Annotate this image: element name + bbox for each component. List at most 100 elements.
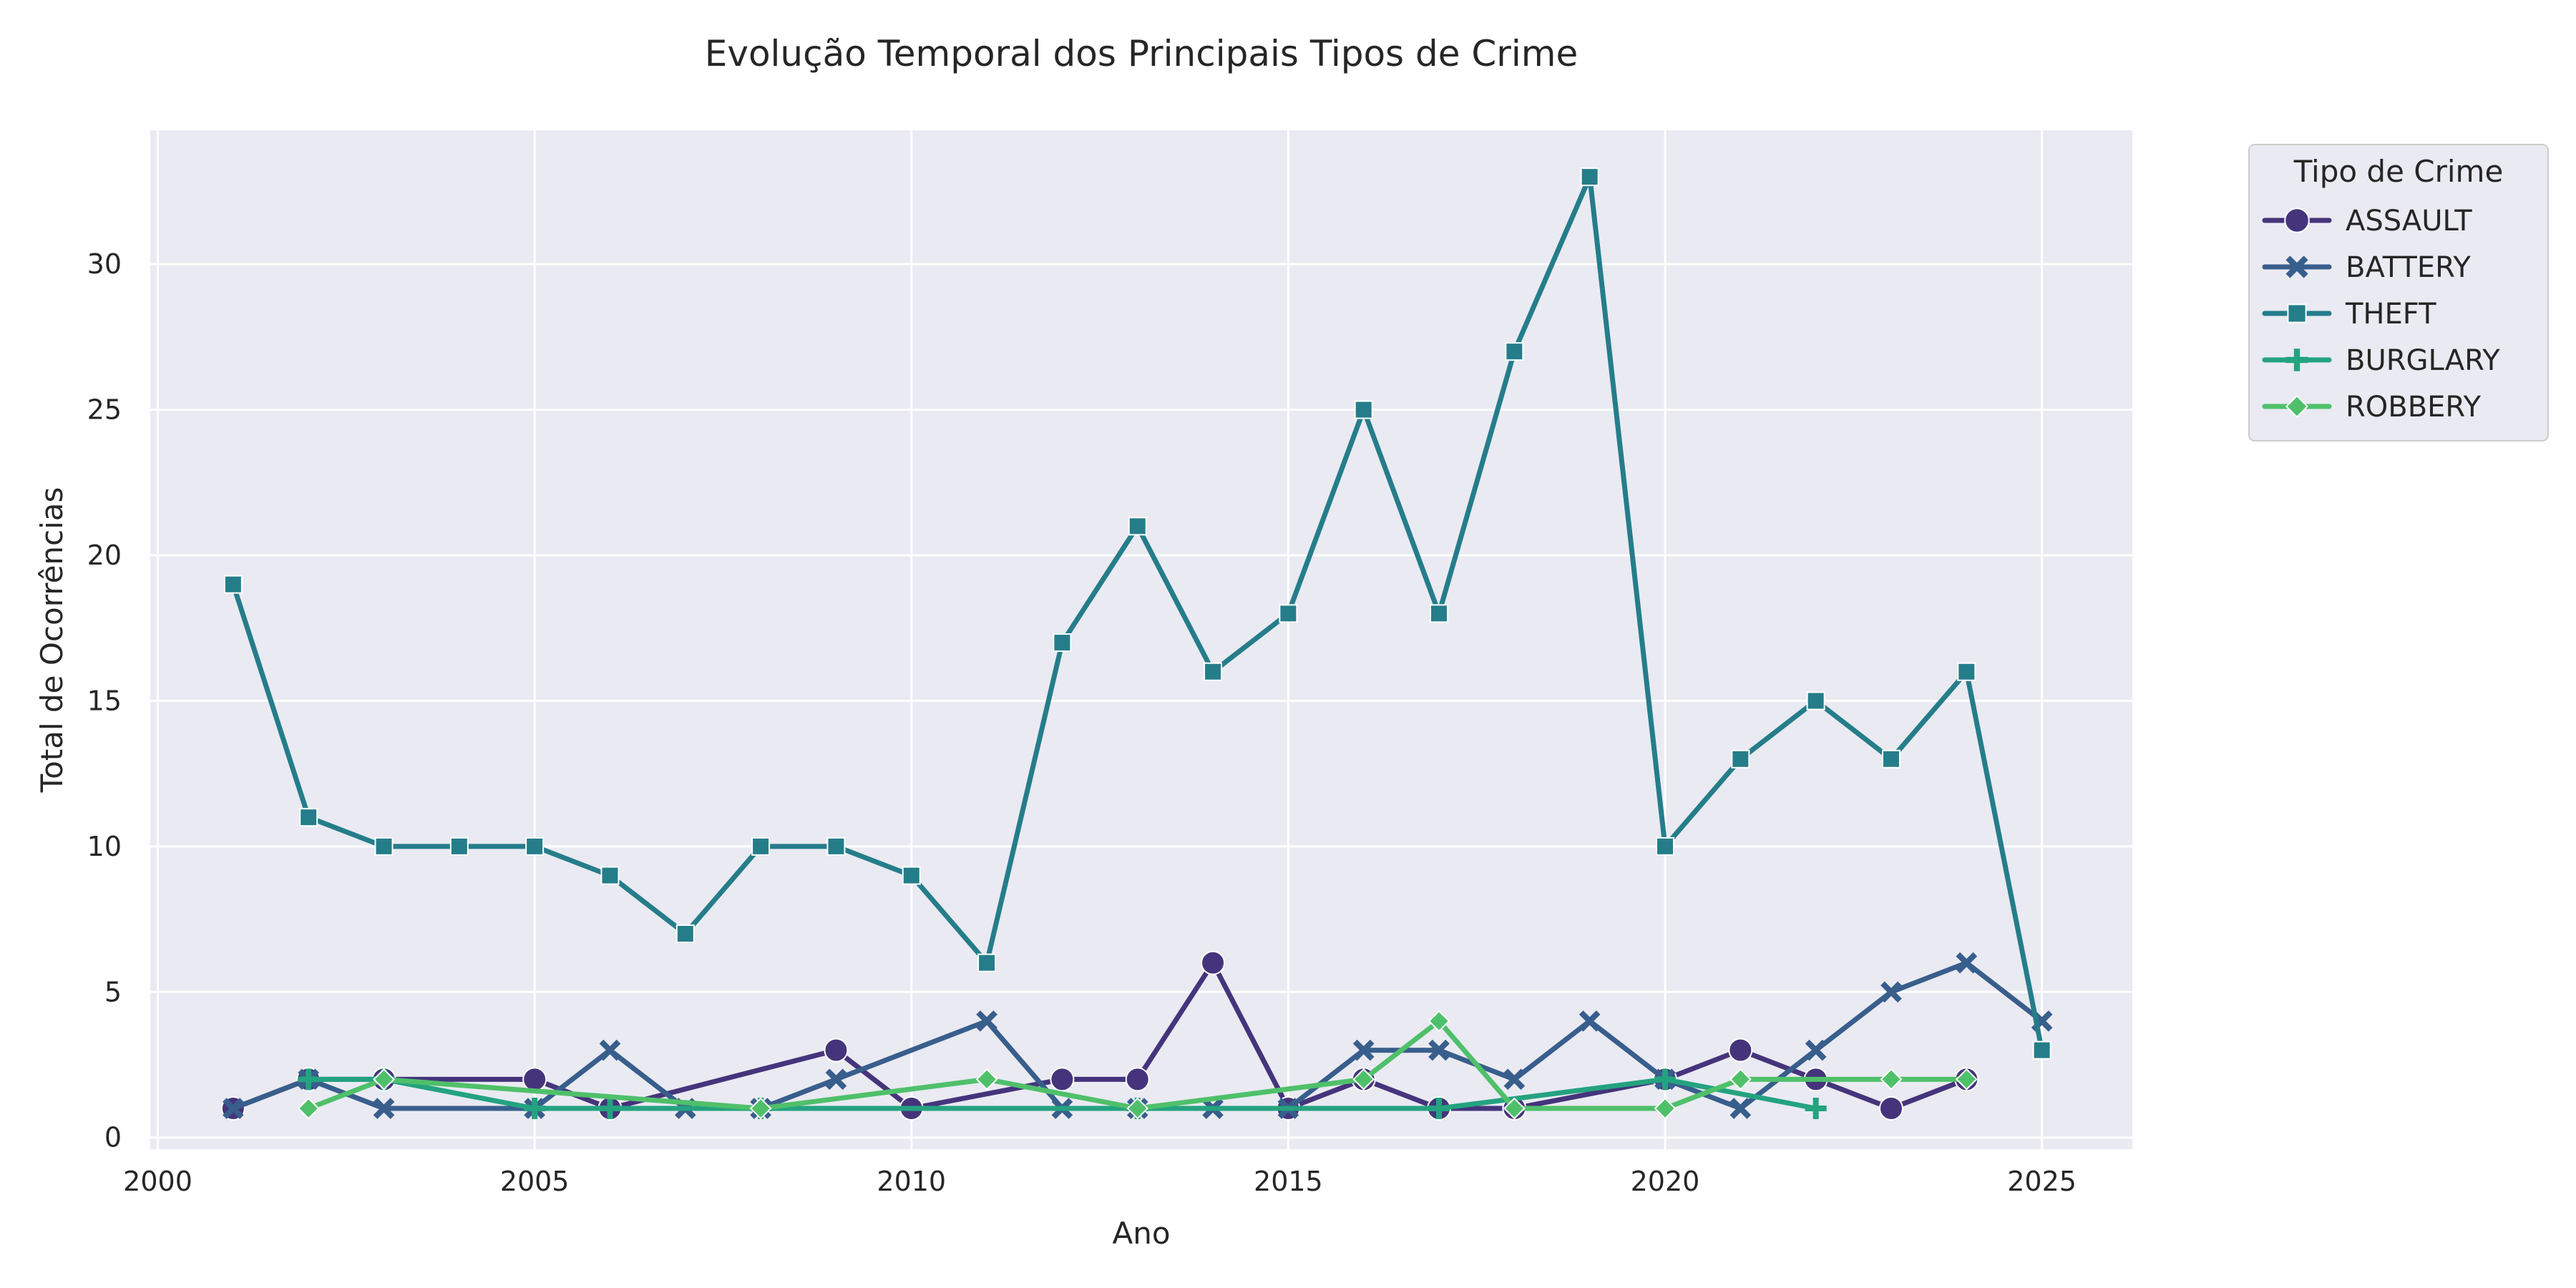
legend-title: Tipo de Crime [2293, 154, 2504, 189]
data-point-theft [1505, 342, 1524, 361]
data-point-assault [824, 1038, 849, 1063]
legend-entry-burglary: BURGLARY [2262, 344, 2500, 377]
y-tick-label: 20 [87, 540, 122, 571]
y-tick-label: 5 [104, 976, 122, 1008]
data-point-robbery [749, 1097, 772, 1120]
data-point-theft [1430, 604, 1449, 623]
legend-marker-theft [2287, 303, 2307, 323]
legend-label-burglary: BURGLARY [2346, 344, 2500, 377]
data-point-robbery [1654, 1097, 1677, 1120]
data-point-theft [1279, 604, 1298, 623]
x-tick-label: 2015 [1254, 1166, 1323, 1197]
data-point-theft [525, 836, 545, 856]
legend-entry-theft: THEFT [2262, 298, 2436, 331]
data-point-assault [1728, 1038, 1753, 1063]
series-theft [223, 167, 2051, 1060]
data-point-theft [600, 866, 620, 885]
legend-marker-robbery [2285, 394, 2309, 419]
legend: Tipo de Crime ASSAULT BATTERY THEFT BURGLAR… [2248, 144, 2549, 441]
legend-marker-burglary [2285, 348, 2308, 371]
data-point-theft [751, 836, 771, 856]
data-point-battery [825, 1068, 847, 1091]
data-point-robbery [1428, 1010, 1450, 1033]
data-point-robbery [373, 1068, 395, 1091]
data-point-theft [675, 924, 695, 943]
data-point-theft [1128, 517, 1147, 536]
y-tick-label: 15 [87, 685, 122, 716]
data-point-robbery [1126, 1097, 1149, 1120]
data-point-robbery [975, 1068, 998, 1091]
x-tick-label: 2020 [1631, 1166, 1700, 1197]
x-tick-label: 2000 [123, 1166, 192, 1197]
legend-entry-battery: BATTERY [2262, 251, 2471, 284]
data-point-theft [2032, 1040, 2051, 1060]
data-point-battery [373, 1098, 395, 1119]
data-point-burglary [1654, 1068, 1676, 1091]
legend-marker-battery [2285, 255, 2308, 278]
data-point-theft [299, 808, 318, 827]
data-point-battery [1956, 952, 1978, 974]
legend-entry-assault: ASSAULT [2262, 205, 2472, 238]
data-point-theft [1881, 749, 1901, 769]
legend-label-assault: ASSAULT [2346, 205, 2472, 238]
data-point-battery [1805, 1039, 1827, 1061]
data-point-burglary [599, 1098, 621, 1120]
data-point-theft [374, 836, 394, 856]
data-point-battery [1352, 1039, 1375, 1061]
data-point-robbery [1352, 1068, 1375, 1091]
data-point-assault [1050, 1067, 1075, 1092]
data-point-assault [1201, 950, 1226, 975]
data-point-battery [1729, 1098, 1752, 1119]
y-axis-label: Total de Ocorrências [34, 487, 69, 794]
data-point-battery [1428, 1039, 1450, 1061]
data-point-theft [223, 575, 243, 594]
x-tick-label: 2025 [2007, 1166, 2077, 1197]
data-point-theft [1655, 836, 1674, 856]
data-point-theft [1204, 662, 1223, 681]
legend-entry-robbery: ROBBERY [2262, 391, 2482, 424]
data-point-burglary [298, 1068, 320, 1091]
data-point-battery [223, 1098, 244, 1119]
legend-label-battery: BATTERY [2346, 251, 2471, 284]
data-point-theft [826, 836, 846, 856]
data-point-robbery [1503, 1097, 1526, 1120]
data-point-theft [977, 953, 997, 972]
data-point-burglary [1805, 1098, 1827, 1120]
y-tick-label: 10 [87, 831, 122, 862]
data-point-robbery [1880, 1068, 1903, 1091]
data-point-robbery [1955, 1068, 1978, 1091]
x-tick-label: 2005 [500, 1166, 570, 1197]
data-point-theft [449, 836, 469, 856]
data-point-assault [1125, 1067, 1150, 1092]
data-point-theft [1957, 662, 1976, 681]
data-point-battery [1503, 1068, 1526, 1091]
y-tick-label: 30 [87, 248, 122, 280]
chart-title: Evolução Temporal dos Principais Tipos d… [705, 33, 1578, 74]
data-point-theft [1053, 633, 1072, 653]
legend-label-robbery: ROBBERY [2346, 391, 2482, 424]
data-point-theft [1806, 691, 1825, 711]
series-layer [220, 167, 2053, 1121]
data-point-battery [976, 1010, 997, 1032]
data-point-assault [1878, 1096, 1903, 1121]
series-robbery [297, 1010, 1978, 1120]
data-point-burglary [524, 1098, 546, 1120]
legend-marker-assault [2284, 208, 2310, 233]
y-tick-label: 0 [104, 1122, 122, 1153]
data-point-theft [1731, 749, 1750, 769]
data-point-battery [599, 1039, 621, 1061]
data-point-burglary [1428, 1098, 1450, 1120]
data-point-theft [1580, 167, 1599, 187]
data-point-theft [902, 866, 921, 885]
series-line-robbery [306, 1018, 1969, 1111]
y-tick-label: 25 [87, 394, 122, 426]
data-point-robbery [1729, 1068, 1752, 1091]
data-point-robbery [297, 1097, 320, 1120]
data-point-battery [1880, 981, 1902, 1003]
data-point-battery [1579, 1010, 1601, 1032]
plot-area [150, 130, 2132, 1149]
x-tick-label: 2010 [877, 1166, 946, 1197]
